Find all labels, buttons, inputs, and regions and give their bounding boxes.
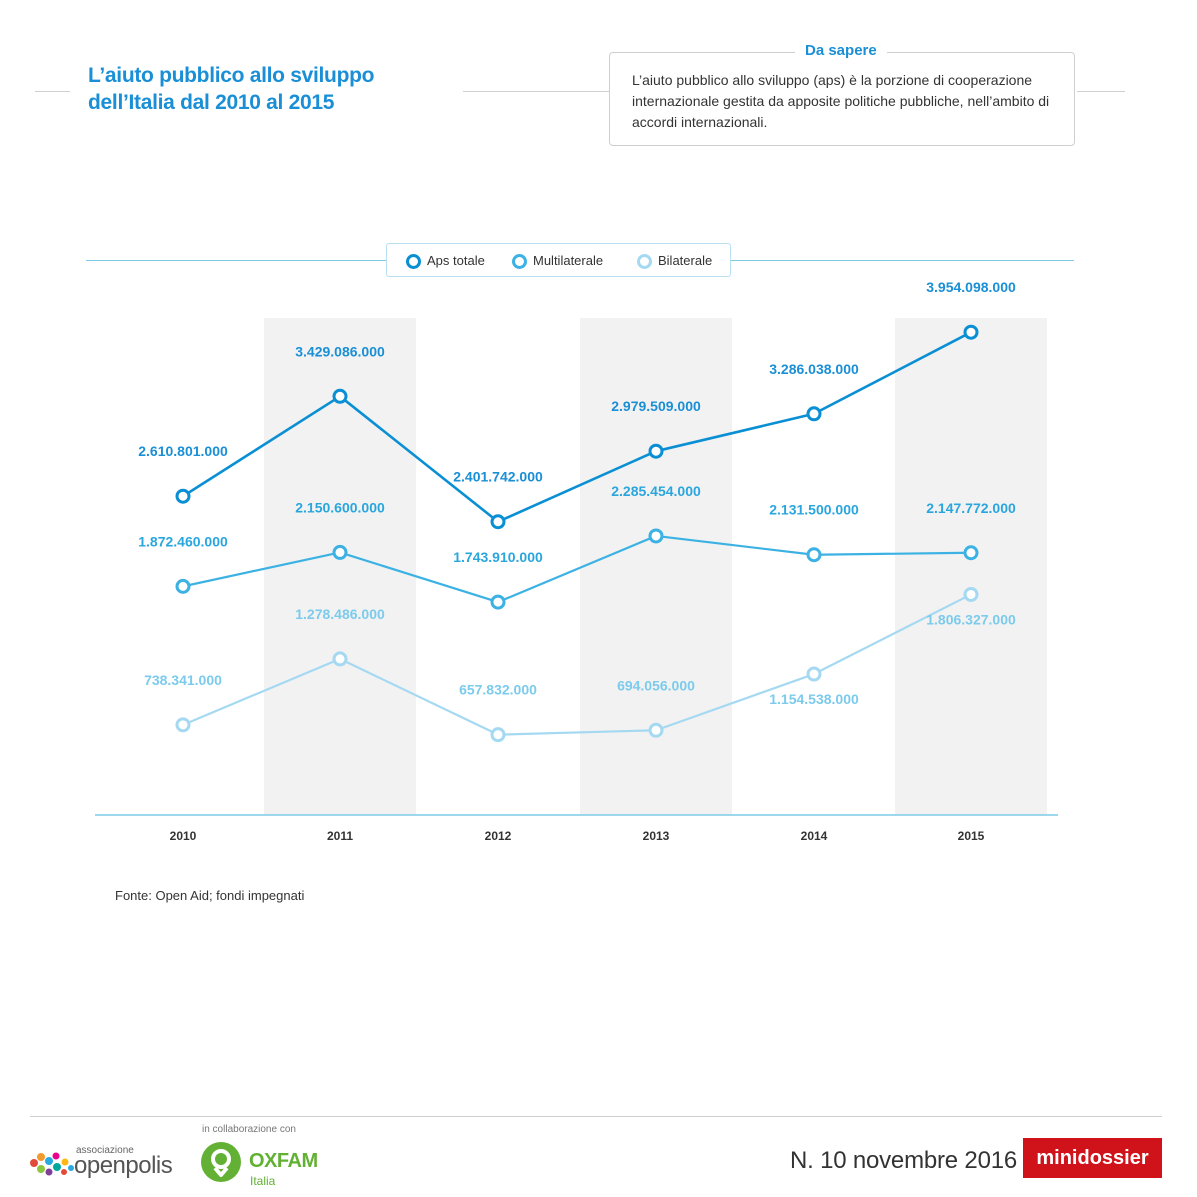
issue-number: N. 10 novembre 2016 bbox=[790, 1147, 1018, 1174]
data-label-multilaterale-2014: 2.131.500.000 bbox=[769, 502, 859, 518]
data-label-multilaterale-2011: 2.150.600.000 bbox=[295, 499, 385, 515]
data-label-aps-totale-2015: 3.954.098.000 bbox=[926, 279, 1016, 295]
title-divider-middle bbox=[463, 91, 609, 92]
data-point-bilaterale-2014 bbox=[806, 666, 822, 682]
data-label-bilaterale-2010: 738.341.000 bbox=[144, 672, 222, 688]
x-tick-label-2015: 2015 bbox=[958, 829, 985, 843]
legend-label-aps-totale: Aps totale bbox=[427, 253, 485, 268]
data-label-multilaterale-2015: 2.147.772.000 bbox=[926, 500, 1016, 516]
data-label-multilaterale-2012: 1.743.910.000 bbox=[453, 549, 543, 565]
data-point-bilaterale-2010 bbox=[175, 717, 191, 733]
shaded-column-2013 bbox=[580, 318, 732, 815]
minidossier-badge: minidossier bbox=[1023, 1138, 1162, 1178]
data-label-bilaterale-2012: 657.832.000 bbox=[459, 682, 537, 698]
data-point-aps-totale-2014 bbox=[806, 406, 822, 422]
x-tick-label-2010: 2010 bbox=[170, 829, 197, 843]
data-point-multilaterale-2011 bbox=[332, 544, 348, 560]
shaded-column-2015 bbox=[895, 318, 1047, 815]
legend-label-multilaterale: Multilaterale bbox=[533, 253, 604, 268]
footer-divider bbox=[30, 1116, 1162, 1117]
title-divider-left bbox=[35, 91, 70, 92]
data-label-bilaterale-2011: 1.278.486.000 bbox=[295, 606, 385, 622]
data-point-bilaterale-2015 bbox=[963, 586, 979, 602]
data-label-bilaterale-2015: 1.806.327.000 bbox=[926, 611, 1016, 627]
series-line-aps-totale bbox=[182, 331, 972, 524]
x-tick-label-2012: 2012 bbox=[485, 829, 512, 843]
info-title: Da sapere bbox=[795, 42, 887, 59]
data-point-bilaterale-2011 bbox=[332, 651, 348, 667]
data-label-multilaterale-2010: 1.872.460.000 bbox=[138, 533, 228, 549]
x-tick-label-2014: 2014 bbox=[801, 829, 828, 843]
data-label-bilaterale-2014: 1.154.538.000 bbox=[769, 691, 859, 707]
openpolis-logo-icon bbox=[30, 1152, 74, 1176]
data-point-multilaterale-2014 bbox=[806, 547, 822, 563]
legend-marker-multilaterale bbox=[512, 254, 527, 269]
info-text: L’aiuto pubblico allo sviluppo (aps) è l… bbox=[632, 72, 1050, 130]
data-point-multilaterale-2013 bbox=[648, 528, 664, 544]
page-title: L’aiuto pubblico allo sviluppo dell’Ital… bbox=[88, 64, 375, 114]
data-point-aps-totale-2013 bbox=[648, 443, 664, 459]
data-point-multilaterale-2012 bbox=[490, 594, 506, 610]
line-chart: 2010 2011 2012 2013 2014 2015 2.610.801.000 3.4… bbox=[95, 279, 1058, 843]
data-point-aps-totale-2012 bbox=[490, 514, 506, 530]
series-line-bilaterale bbox=[182, 593, 972, 736]
data-point-aps-totale-2011 bbox=[332, 388, 348, 404]
chart-legend: Aps totale Multilaterale Bilaterale bbox=[386, 243, 731, 277]
data-label-aps-totale-2013: 2.979.509.000 bbox=[611, 398, 701, 414]
legend-marker-aps-totale bbox=[406, 254, 421, 269]
data-point-bilaterale-2013 bbox=[648, 722, 664, 738]
oxfam-logo-icon bbox=[201, 1142, 241, 1182]
data-label-aps-totale-2011: 3.429.086.000 bbox=[295, 343, 385, 359]
x-tick-label-2013: 2013 bbox=[643, 829, 670, 843]
oxfam-subtitle: Italia bbox=[250, 1174, 276, 1188]
data-point-aps-totale-2010 bbox=[175, 488, 191, 504]
data-label-bilaterale-2013: 694.056.000 bbox=[617, 677, 695, 693]
collaboration-label: in collaborazione con bbox=[202, 1124, 296, 1135]
legend-label-bilaterale: Bilaterale bbox=[658, 253, 713, 268]
series-line-multilaterale bbox=[182, 534, 972, 604]
data-point-multilaterale-2015 bbox=[963, 545, 979, 561]
oxfam-name: OXFAM bbox=[249, 1150, 318, 1172]
data-label-aps-totale-2012: 2.401.742.000 bbox=[453, 469, 543, 485]
x-tick-label-2011: 2011 bbox=[327, 829, 353, 843]
source-note: Fonte: Open Aid; fondi impegnati bbox=[115, 888, 305, 903]
openpolis-name: openpolis bbox=[74, 1152, 173, 1179]
data-point-aps-totale-2015 bbox=[963, 324, 979, 340]
legend-marker-bilaterale bbox=[637, 254, 652, 269]
data-point-multilaterale-2010 bbox=[175, 578, 191, 594]
data-label-aps-totale-2010: 2.610.801.000 bbox=[138, 443, 228, 459]
openpolis-association-label: associazione bbox=[76, 1145, 134, 1156]
data-label-aps-totale-2014: 3.286.038.000 bbox=[769, 361, 859, 377]
data-label-multilaterale-2013: 2.285.454.000 bbox=[611, 483, 701, 499]
title-divider-right bbox=[1077, 91, 1125, 92]
data-point-bilaterale-2012 bbox=[490, 727, 506, 743]
